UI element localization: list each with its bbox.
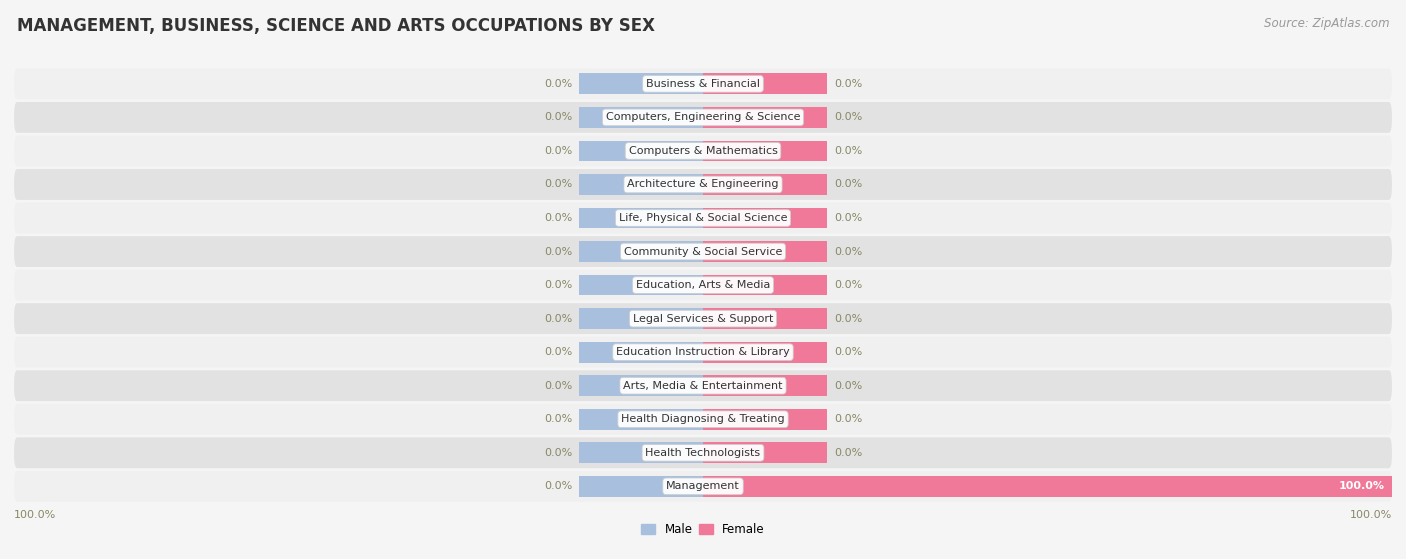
FancyBboxPatch shape xyxy=(14,202,1392,234)
Text: 0.0%: 0.0% xyxy=(834,79,862,89)
Bar xyxy=(579,274,703,296)
Text: Computers & Mathematics: Computers & Mathematics xyxy=(628,146,778,156)
FancyBboxPatch shape xyxy=(14,269,1392,301)
Text: 0.0%: 0.0% xyxy=(834,179,862,190)
Text: Management: Management xyxy=(666,481,740,491)
Text: Legal Services & Support: Legal Services & Support xyxy=(633,314,773,324)
Text: 0.0%: 0.0% xyxy=(544,381,572,391)
Text: Life, Physical & Social Science: Life, Physical & Social Science xyxy=(619,213,787,223)
Text: 0.0%: 0.0% xyxy=(544,347,572,357)
Text: 0.0%: 0.0% xyxy=(544,213,572,223)
Text: 0.0%: 0.0% xyxy=(834,280,862,290)
Bar xyxy=(703,274,827,296)
Text: 0.0%: 0.0% xyxy=(834,414,862,424)
Bar xyxy=(579,140,703,162)
FancyBboxPatch shape xyxy=(14,370,1392,401)
Text: 0.0%: 0.0% xyxy=(544,280,572,290)
FancyBboxPatch shape xyxy=(14,437,1392,468)
Bar xyxy=(703,375,827,396)
Bar xyxy=(579,107,703,128)
Text: 0.0%: 0.0% xyxy=(544,448,572,458)
Bar xyxy=(703,342,827,363)
Text: Source: ZipAtlas.com: Source: ZipAtlas.com xyxy=(1264,17,1389,30)
Bar xyxy=(579,207,703,229)
Text: 0.0%: 0.0% xyxy=(834,146,862,156)
Text: 0.0%: 0.0% xyxy=(544,146,572,156)
Text: 0.0%: 0.0% xyxy=(544,314,572,324)
Legend: Male, Female: Male, Female xyxy=(637,518,769,541)
Bar xyxy=(703,308,827,329)
Text: 0.0%: 0.0% xyxy=(834,347,862,357)
FancyBboxPatch shape xyxy=(14,135,1392,167)
Bar xyxy=(703,409,827,430)
Bar xyxy=(579,342,703,363)
Bar xyxy=(703,241,827,262)
Text: 0.0%: 0.0% xyxy=(834,381,862,391)
FancyBboxPatch shape xyxy=(14,102,1392,133)
Text: 0.0%: 0.0% xyxy=(834,112,862,122)
Text: 0.0%: 0.0% xyxy=(834,247,862,257)
Text: 100.0%: 100.0% xyxy=(1339,481,1385,491)
Text: 0.0%: 0.0% xyxy=(544,414,572,424)
Text: 0.0%: 0.0% xyxy=(544,247,572,257)
FancyBboxPatch shape xyxy=(14,236,1392,267)
Text: 0.0%: 0.0% xyxy=(834,314,862,324)
Text: Business & Financial: Business & Financial xyxy=(645,79,761,89)
Text: 0.0%: 0.0% xyxy=(834,213,862,223)
Text: 0.0%: 0.0% xyxy=(834,448,862,458)
Bar xyxy=(703,174,827,195)
Text: 0.0%: 0.0% xyxy=(544,481,572,491)
Bar xyxy=(579,308,703,329)
Text: Arts, Media & Entertainment: Arts, Media & Entertainment xyxy=(623,381,783,391)
Bar xyxy=(703,73,827,94)
Text: Education, Arts & Media: Education, Arts & Media xyxy=(636,280,770,290)
Bar xyxy=(579,73,703,94)
Bar xyxy=(703,476,1392,497)
Text: Architecture & Engineering: Architecture & Engineering xyxy=(627,179,779,190)
Text: Health Technologists: Health Technologists xyxy=(645,448,761,458)
FancyBboxPatch shape xyxy=(14,169,1392,200)
Text: 0.0%: 0.0% xyxy=(544,79,572,89)
Text: 0.0%: 0.0% xyxy=(544,112,572,122)
Bar xyxy=(579,476,703,497)
Bar xyxy=(703,442,827,463)
Text: 100.0%: 100.0% xyxy=(1350,510,1392,520)
Bar xyxy=(579,409,703,430)
Text: Education Instruction & Library: Education Instruction & Library xyxy=(616,347,790,357)
Text: Computers, Engineering & Science: Computers, Engineering & Science xyxy=(606,112,800,122)
Bar xyxy=(579,442,703,463)
FancyBboxPatch shape xyxy=(14,471,1392,502)
Bar xyxy=(579,375,703,396)
FancyBboxPatch shape xyxy=(14,404,1392,435)
Text: Community & Social Service: Community & Social Service xyxy=(624,247,782,257)
Bar xyxy=(703,207,827,229)
Text: Health Diagnosing & Treating: Health Diagnosing & Treating xyxy=(621,414,785,424)
Bar xyxy=(703,107,827,128)
FancyBboxPatch shape xyxy=(14,68,1392,100)
FancyBboxPatch shape xyxy=(14,337,1392,368)
Text: MANAGEMENT, BUSINESS, SCIENCE AND ARTS OCCUPATIONS BY SEX: MANAGEMENT, BUSINESS, SCIENCE AND ARTS O… xyxy=(17,17,655,35)
Bar xyxy=(703,140,827,162)
Text: 0.0%: 0.0% xyxy=(544,179,572,190)
Text: 100.0%: 100.0% xyxy=(14,510,56,520)
Bar xyxy=(579,174,703,195)
FancyBboxPatch shape xyxy=(14,303,1392,334)
Bar xyxy=(579,241,703,262)
